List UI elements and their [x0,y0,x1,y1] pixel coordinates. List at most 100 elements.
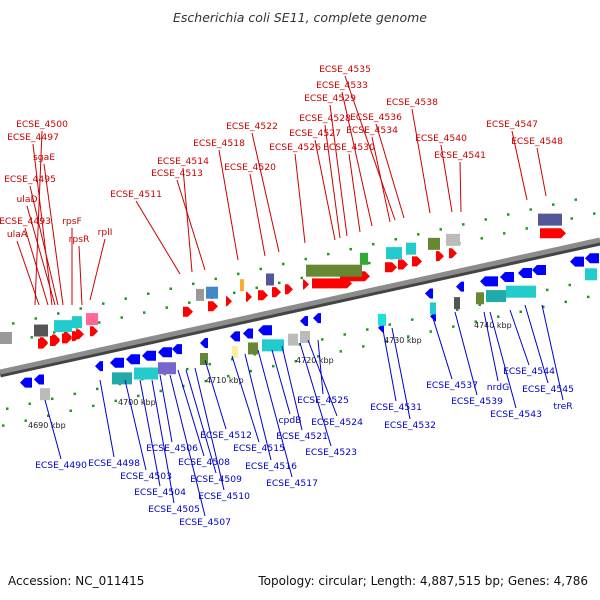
gene-arrow-35 [230,331,240,342]
gene-arrow-38 [300,316,308,326]
tick-dot-93 [317,355,320,358]
lower-leader-line [431,314,453,380]
tick-dot-103 [542,305,545,309]
lower-leader-line [307,339,338,417]
upper-gene-label: ECSE_4520 [224,162,276,173]
gene-arrow-29 [110,357,124,368]
upper-leader-line [348,153,361,233]
gene-arrow-28 [95,361,103,372]
upper-gene-label: ulaD [16,194,37,205]
tick-dot-99 [452,325,455,328]
upper-gene-label: ECSE_4514 [157,156,209,167]
lower-gene-label: ECSE_4498 [88,458,140,469]
upper-gene-label: ECSE_4534 [346,125,398,136]
gene-arrow-15 [449,248,457,259]
tick-dot-67 [321,338,324,341]
gene-arrow-7 [272,287,281,298]
upper-leader-line [324,124,341,239]
tick-dot-49 [525,227,528,230]
lower-gene-label: ECSE_4515 [233,443,285,454]
lower-gene-label: ECSE_4539 [451,396,503,407]
gene-arrow-42 [480,276,498,287]
feature-block-11 [386,247,402,260]
tick-dot-37 [255,286,258,290]
lower-leader-line [185,369,217,474]
tick-dot-6 [147,292,150,295]
gene-arrow-32 [158,347,172,358]
upper-gene-label: ECSE_4541 [434,150,486,161]
tick-dot-69 [366,328,369,331]
lower-leader-line [391,327,411,420]
upper-leader-line [24,227,49,306]
lower-leader-line [454,311,478,396]
lower-gene-label: cpdB [278,415,301,426]
feature-block-14 [446,233,460,246]
upper-leader-line [78,245,83,306]
feature-block-20 [232,345,238,358]
tick-dot-90 [249,369,252,373]
gene-arrow-20 [76,329,84,340]
upper-leader-line [314,139,336,241]
upper-gene-label: ECSE_4522 [226,121,278,132]
feature-block-29 [476,292,484,305]
tick-dot-56 [73,392,76,396]
upper-leader-line [29,185,59,306]
gene-arrow-21 [90,326,98,337]
tick-dot-74 [478,303,481,307]
lower-gene-label: ECSE_4532 [384,420,436,431]
tick-dot-28 [53,331,56,334]
gene-arrow-26 [20,377,32,388]
tick-dot-79 [2,424,5,427]
gene-arrow-4 [183,306,193,317]
tick-dot-83 [92,404,95,408]
lower-gene-label: ECSE_4508 [178,457,230,468]
feature-block-32 [585,268,597,281]
tick-dot-55 [51,397,54,401]
tick-dot-63 [231,357,234,361]
tick-dot-12 [282,262,285,266]
feature-block-31 [506,285,536,298]
lower-leader-line [169,374,206,517]
lower-leader-line [541,304,564,401]
upper-gene-label: ECSE_4529 [304,93,356,104]
tick-dot-20 [462,223,465,226]
tick-dot-42 [368,261,371,265]
gene-arrow-39 [313,313,321,324]
gene-arrow-13 [412,256,422,267]
backbone-line [0,237,600,375]
tick-dot-71 [411,318,414,321]
tick-dot-13 [304,257,307,261]
feature-block-7 [240,279,244,292]
tick-dot-57 [96,387,99,391]
gene-arrow-31 [142,350,156,361]
gene-arrow-43 [500,272,514,282]
tick-dot-24 [552,203,555,206]
gene-arrow-33 [172,344,182,355]
feature-block-13 [428,237,440,250]
gene-arrow-11 [385,262,397,273]
upper-leader-line [536,147,547,197]
tick-dot-27 [30,336,33,339]
accession-label: Accession: NC_011415 [8,574,145,588]
lower-gene-label: nrdG [487,382,509,393]
upper-gene-label: ECSE_4535 [319,64,371,75]
tick-dot-15 [349,247,352,251]
lower-gene-label: ECSE_4524 [311,417,363,428]
tick-dot-25 [574,198,577,201]
scale-tick-label: 4740 kbp [474,321,512,330]
lower-leader-line [177,369,205,457]
feature-block-1 [54,320,72,333]
tick-dot-66 [298,343,301,346]
feature-block-30 [486,290,506,303]
lower-gene-label: ECSE_4544 [503,366,555,377]
upper-gene-label: sgaE [33,152,55,163]
lower-gene-label: ECSE_4537 [426,380,478,391]
lower-gene-label: ECSE_4507 [179,517,231,528]
upper-gene-label: ECSE_4530 [323,142,375,153]
tick-dot-88 [204,379,207,383]
tick-dot-78 [568,283,571,287]
lower-gene-label: ECSE_4503 [120,471,172,482]
gene-arrow-47 [585,253,599,264]
tick-dot-7 [169,287,172,291]
tick-dot-48 [503,232,506,235]
